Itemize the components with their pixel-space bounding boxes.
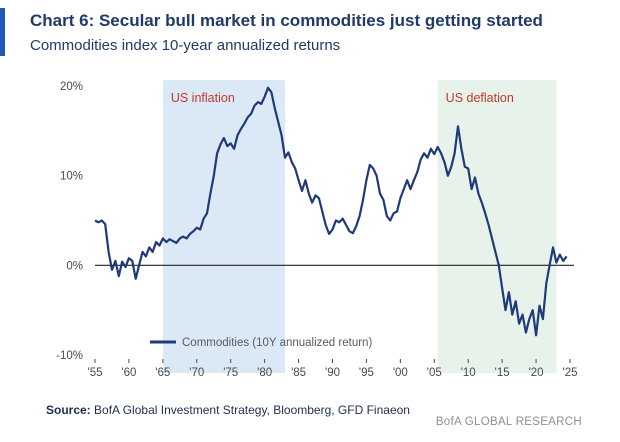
- series-line-1: [94, 86, 568, 337]
- y-tick-label: 10%: [60, 171, 83, 183]
- x-tick-label: '90: [325, 367, 340, 379]
- y-tick-label: 20%: [60, 81, 83, 93]
- x-tick-label: '70: [189, 367, 204, 379]
- region-label-1: US inflation: [171, 91, 235, 105]
- region-label-2: US deflation: [446, 91, 514, 105]
- x-tick-label: '20: [529, 367, 544, 379]
- x-tick-label: '85: [291, 367, 306, 379]
- chart-title: Chart 6: Secular bull market in commodit…: [30, 11, 543, 30]
- brand-logo-text: BofA GLOBAL RESEARCH: [435, 416, 582, 428]
- y-tick-label: -10%: [56, 350, 83, 362]
- source-note: Source: BofA Global Investment Strategy,…: [46, 403, 410, 417]
- x-tick-label: '80: [257, 367, 272, 379]
- legend-label: Commodities (10Y annualized return): [182, 337, 372, 349]
- x-tick-label: '10: [461, 367, 476, 379]
- x-tick-label: '60: [121, 367, 136, 379]
- source-label: Source:: [46, 403, 91, 417]
- title-accent-bar: [0, 8, 5, 56]
- x-tick-label: '95: [359, 367, 374, 379]
- x-tick-label: '05: [427, 367, 442, 379]
- x-tick-label: '25: [563, 367, 578, 379]
- x-tick-label: '75: [223, 367, 238, 379]
- y-tick-label: 0%: [66, 260, 83, 272]
- chart-subtitle: Commodities index 10-year annualized ret…: [30, 37, 341, 54]
- x-tick-label: '65: [155, 367, 170, 379]
- x-tick-label: '55: [88, 367, 103, 379]
- source-text: BofA Global Investment Strategy, Bloombe…: [94, 403, 410, 417]
- x-tick-label: '00: [393, 367, 408, 379]
- shaded-region-1: [162, 80, 285, 373]
- x-tick-label: '15: [495, 367, 510, 379]
- shaded-region-2: [437, 80, 557, 373]
